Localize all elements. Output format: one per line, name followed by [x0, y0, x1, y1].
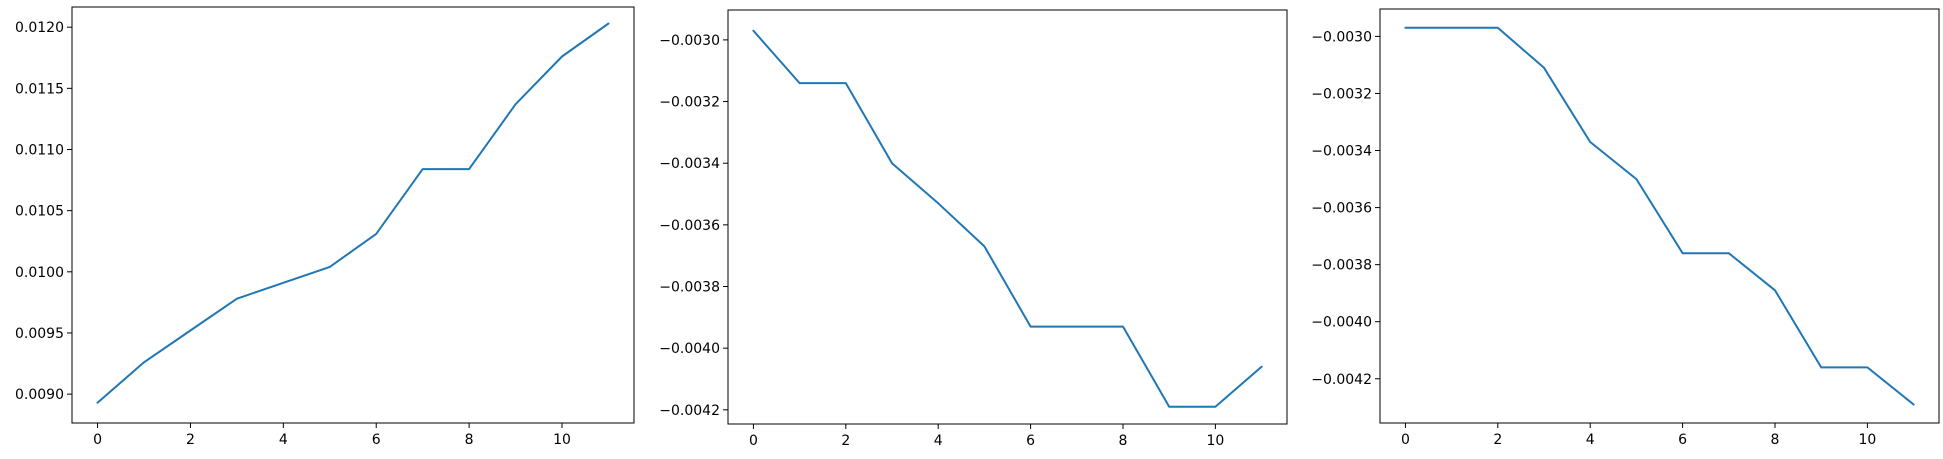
y-tick-label: −0.0030: [659, 33, 720, 49]
x-tick-label: 4: [1586, 432, 1595, 448]
plot-frame: [71, 6, 635, 424]
x-tick-label: 6: [372, 432, 381, 448]
x-tick-label: 8: [1119, 433, 1128, 449]
x-tick-label: 8: [465, 432, 474, 448]
y-tick-label: −0.0038: [1311, 258, 1372, 274]
y-tick-label: −0.0036: [659, 218, 720, 234]
x-tick-label: 10: [1858, 432, 1876, 448]
x-tick-label: 2: [186, 432, 195, 448]
y-tick-label: −0.0032: [659, 95, 720, 111]
y-tick-label: −0.0034: [659, 156, 720, 172]
plot-frame: [727, 9, 1288, 425]
y-tick-label: −0.0036: [1311, 201, 1372, 217]
y-tick-label: −0.0040: [659, 341, 720, 357]
y-tick-label: −0.0038: [659, 280, 720, 296]
y-tick-label: −0.0042: [1311, 372, 1372, 388]
y-tick-label: 0.0110: [15, 142, 64, 158]
y-tick-label: 0.0120: [15, 20, 64, 36]
x-tick-label: 0: [1401, 432, 1410, 448]
y-tick-label: −0.0032: [1311, 86, 1372, 102]
series-line: [752, 29, 1263, 408]
y-tick-label: 0.0090: [15, 387, 64, 403]
x-tick-label: 10: [1206, 433, 1224, 449]
y-tick-label: 0.0100: [15, 265, 64, 281]
x-tick-label: 2: [841, 433, 850, 449]
series-line: [96, 22, 610, 404]
x-tick-label: 0: [93, 432, 102, 448]
x-tick-label: 8: [1771, 432, 1780, 448]
series-line: [1404, 26, 1915, 406]
y-tick-label: 0.0105: [15, 204, 64, 220]
x-tick-label: 4: [934, 433, 943, 449]
y-tick-label: 0.0115: [15, 81, 64, 97]
y-tick-label: −0.0040: [1311, 315, 1372, 331]
y-tick-label: −0.0042: [659, 403, 720, 419]
chart-3: 0 2 4 6 8 10 −0.0030 −0.0032 −0.0034 −0.0036 −0.00…: [1311, 8, 1940, 448]
y-tick-label: −0.0034: [1311, 144, 1372, 160]
x-tick-label: 4: [279, 432, 288, 448]
y-tick-label: −0.0030: [1311, 29, 1372, 45]
x-tick-label: 10: [553, 432, 571, 448]
x-tick-label: 0: [749, 433, 758, 449]
x-tick-label: 6: [1678, 432, 1687, 448]
x-tick-label: 2: [1493, 432, 1502, 448]
x-tick-label: 6: [1026, 433, 1035, 449]
chart-2: 0 2 4 6 8 10 −0.0030 −0.0032 −0.0034 −0.0036 −0.00…: [659, 9, 1288, 449]
y-tick-label: 0.0095: [15, 326, 64, 342]
chart-1: 0 2 4 6 8 10 0.0090 0.0095 0.0100 0.0105 0.0110 0.0…: [15, 6, 635, 448]
plot-frame: [1379, 8, 1940, 424]
